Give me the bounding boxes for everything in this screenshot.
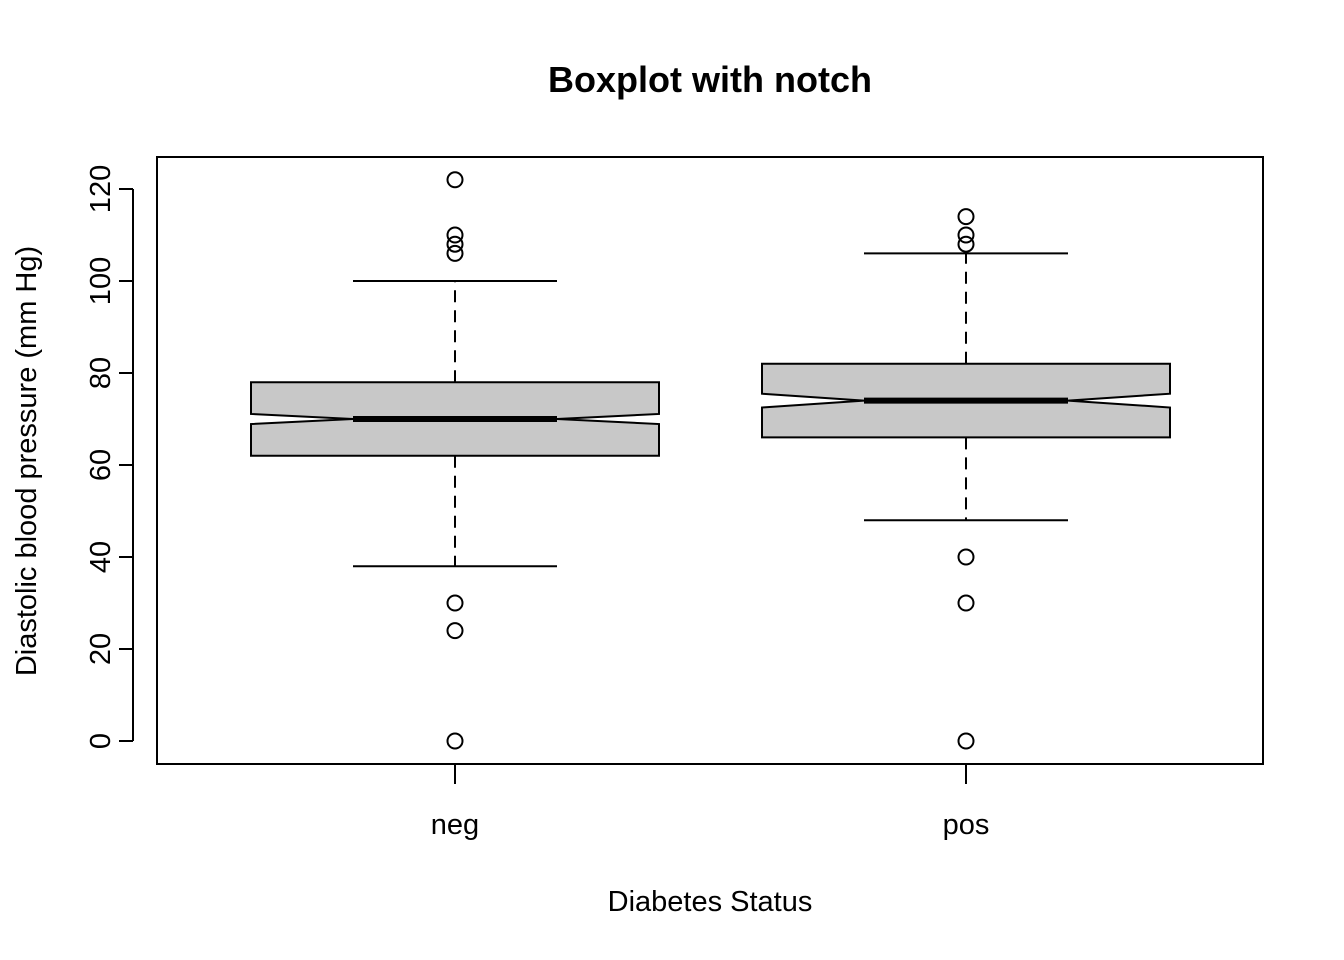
x-axis-label: Diabetes Status — [608, 886, 813, 918]
outlier-point — [446, 594, 464, 612]
outlier-point — [957, 226, 975, 244]
y-tick-label: 60 — [85, 449, 117, 481]
x-axis: neg pos — [431, 764, 990, 841]
y-tick-label: 100 — [85, 257, 117, 305]
outlier-point — [446, 622, 464, 640]
outlier-point — [446, 171, 464, 189]
y-axis: 0 20 40 60 80 100 120 — [85, 165, 134, 749]
x-tick-label-pos: pos — [943, 809, 990, 841]
outlier-point — [446, 235, 464, 253]
outlier-point — [957, 548, 975, 566]
outlier-point — [957, 235, 975, 253]
outlier-point — [446, 244, 464, 262]
outlier-point — [957, 732, 975, 750]
x-tick-label-neg: neg — [431, 809, 479, 841]
chart-title: Boxplot with notch — [548, 59, 872, 100]
outlier-point — [446, 226, 464, 244]
plot-frame — [156, 156, 1264, 765]
boxes — [250, 171, 1171, 750]
y-tick-label: 40 — [85, 541, 117, 573]
outlier-point — [957, 594, 975, 612]
outlier-point — [957, 208, 975, 226]
box-neg — [250, 171, 660, 750]
y-tick-label: 20 — [85, 633, 117, 665]
y-axis-label: Diastolic blood pressure (mm Hg) — [11, 246, 43, 676]
outlier-point — [446, 732, 464, 750]
box-pos — [761, 208, 1171, 750]
y-tick-label: 80 — [85, 357, 117, 389]
y-tick-label: 0 — [85, 733, 117, 749]
y-tick-label: 120 — [85, 165, 117, 213]
